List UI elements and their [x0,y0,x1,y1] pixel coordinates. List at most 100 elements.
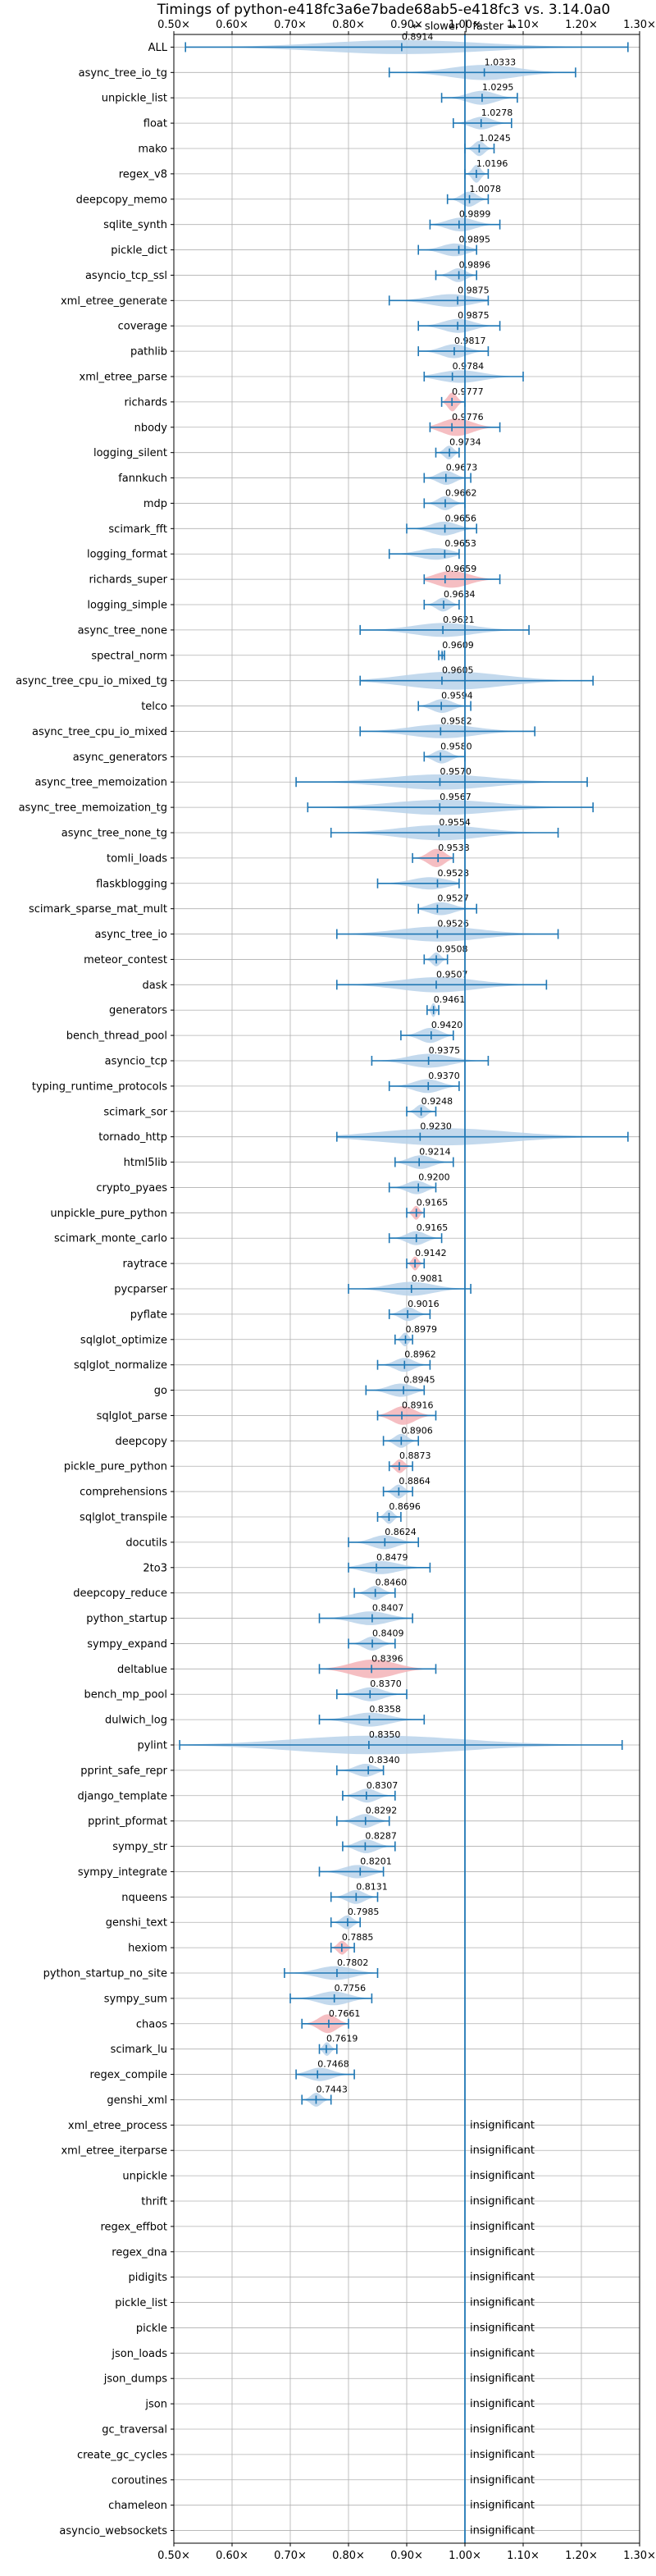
x-tick-label-top: 0.50× [157,19,190,31]
value-label: 0.8407 [372,1603,404,1614]
category-label: thrift [141,2196,167,2208]
insignificant-label: insignificant [470,2525,535,2537]
value-label: 1.0245 [479,133,511,144]
category-label: deepcopy_memo [76,194,167,206]
category-label: async_tree_cpu_io_mixed [32,726,167,738]
value-label: 0.8131 [356,1881,388,1892]
value-label: 0.9370 [428,1071,460,1081]
category-label: dulwich_log [105,1715,167,1727]
category-label: go [154,1385,167,1397]
category-label: ALL [148,42,168,54]
category-label: 2to3 [143,1562,167,1574]
chart-title: Timings of python-e418fc3a6e7bade68ab5-e… [157,2,610,18]
category-label: spectral_norm [91,650,167,662]
x-tick-label-bottom: 0.60× [216,2550,248,2562]
category-label: gc_traversal [102,2424,167,2437]
category-label: genshi_xml [107,2094,167,2107]
insignificant-label: insignificant [470,2246,535,2259]
value-label: 0.8340 [368,1755,400,1765]
value-label: 0.9200 [418,1172,450,1182]
category-label: typing_runtime_protocols [32,1080,167,1093]
category-label: genshi_text [106,1917,167,1930]
category-label: pickle [136,2323,167,2335]
insignificant-label: insignificant [470,2398,535,2410]
category-label: async_tree_memoization [34,777,167,789]
value-label: 0.9461 [434,994,466,1005]
value-label: 1.0196 [476,158,508,169]
category-label: sympy_str [112,1841,167,1853]
value-label: 0.9582 [440,715,472,726]
value-label: 0.9554 [439,817,471,828]
category-label: tornado_http [98,1131,167,1144]
category-label: async_tree_memoization_tg [19,802,167,815]
value-label: 0.9580 [440,741,472,751]
category-label: python_startup [86,1613,167,1625]
value-label: 0.9784 [453,361,485,372]
direction-label: ← slower │ faster → [412,19,516,33]
value-label: 0.8292 [366,1806,398,1816]
value-label: 0.8962 [404,1350,436,1360]
x-tick-label-bottom: 1.10× [507,2550,540,2562]
x-tick-label-bottom: 0.90× [390,2550,423,2562]
category-label: nqueens [121,1892,167,1904]
x-tick-label-bottom: 1.00× [449,2550,481,2562]
value-label: 0.9081 [412,1273,443,1284]
value-label: 0.8979 [406,1324,438,1335]
category-label: json_dumps [103,2373,167,2386]
value-label: 0.9375 [429,1045,461,1056]
category-label: sympy_expand [87,1638,167,1651]
x-tick-label-bottom: 1.20× [565,2550,598,2562]
insignificant-label: insignificant [470,2474,535,2487]
value-label: 0.8916 [402,1400,434,1410]
category-label: deltablue [117,1664,167,1676]
category-label: python_startup_no_site [43,1968,167,1980]
category-label: generators [109,1005,167,1017]
value-label: 0.9016 [408,1299,440,1309]
value-label: 0.9899 [459,209,491,220]
category-label: django_template [78,1790,167,1802]
category-label: pickle_dict [111,244,167,257]
value-label: 0.9214 [419,1147,450,1158]
value-label: 0.7985 [348,1907,380,1917]
x-tick-label-top: 0.60× [216,19,248,31]
insignificant-label: insignificant [470,2170,535,2182]
insignificant-label: insignificant [470,2272,535,2284]
category-label: json_loads [111,2348,167,2360]
category-label: scimark_sor [103,1106,167,1118]
category-label: tomli_loads [107,852,167,865]
category-label: pprint_safe_repr [80,1765,167,1777]
category-label: fannkuch [118,473,167,485]
value-label: 0.9609 [442,640,474,651]
value-label: 0.9875 [458,285,490,295]
category-label: async_tree_io [94,929,167,941]
category-label: coroutines [112,2474,167,2487]
value-label: 0.9420 [431,1020,463,1030]
value-label: 0.9776 [452,412,484,422]
category-label: unpickle_pure_python [50,1208,167,1220]
category-label: sqlglot_transpile [80,1512,167,1524]
category-label: meteor_contest [84,954,167,966]
category-label: telco [141,701,167,713]
value-label: 0.9621 [443,614,475,625]
category-label: async_tree_none_tg [61,828,167,840]
category-label: sympy_integrate [78,1866,167,1879]
value-label: 0.9230 [420,1121,452,1132]
value-label: 0.8396 [371,1653,403,1664]
x-tick-label-top: 1.10× [507,19,540,31]
insignificant-label: insignificant [470,2195,535,2208]
category-label: async_tree_cpu_io_mixed_tg [16,675,167,687]
x-tick-label-bottom: 0.80× [332,2550,365,2562]
category-label: pathlib [130,346,167,359]
category-label: async_generators [73,751,168,764]
category-label: nbody [134,422,168,434]
insignificant-label: insignificant [470,2500,535,2512]
value-label: 0.9570 [440,766,472,777]
insignificant-label: insignificant [470,2423,535,2436]
value-label: 1.0078 [470,184,502,194]
value-label: 0.8287 [365,1831,397,1842]
category-label: coverage [118,321,167,333]
x-tick-label-bottom: 1.30× [623,2550,656,2562]
value-label: 0.9248 [421,1096,453,1107]
